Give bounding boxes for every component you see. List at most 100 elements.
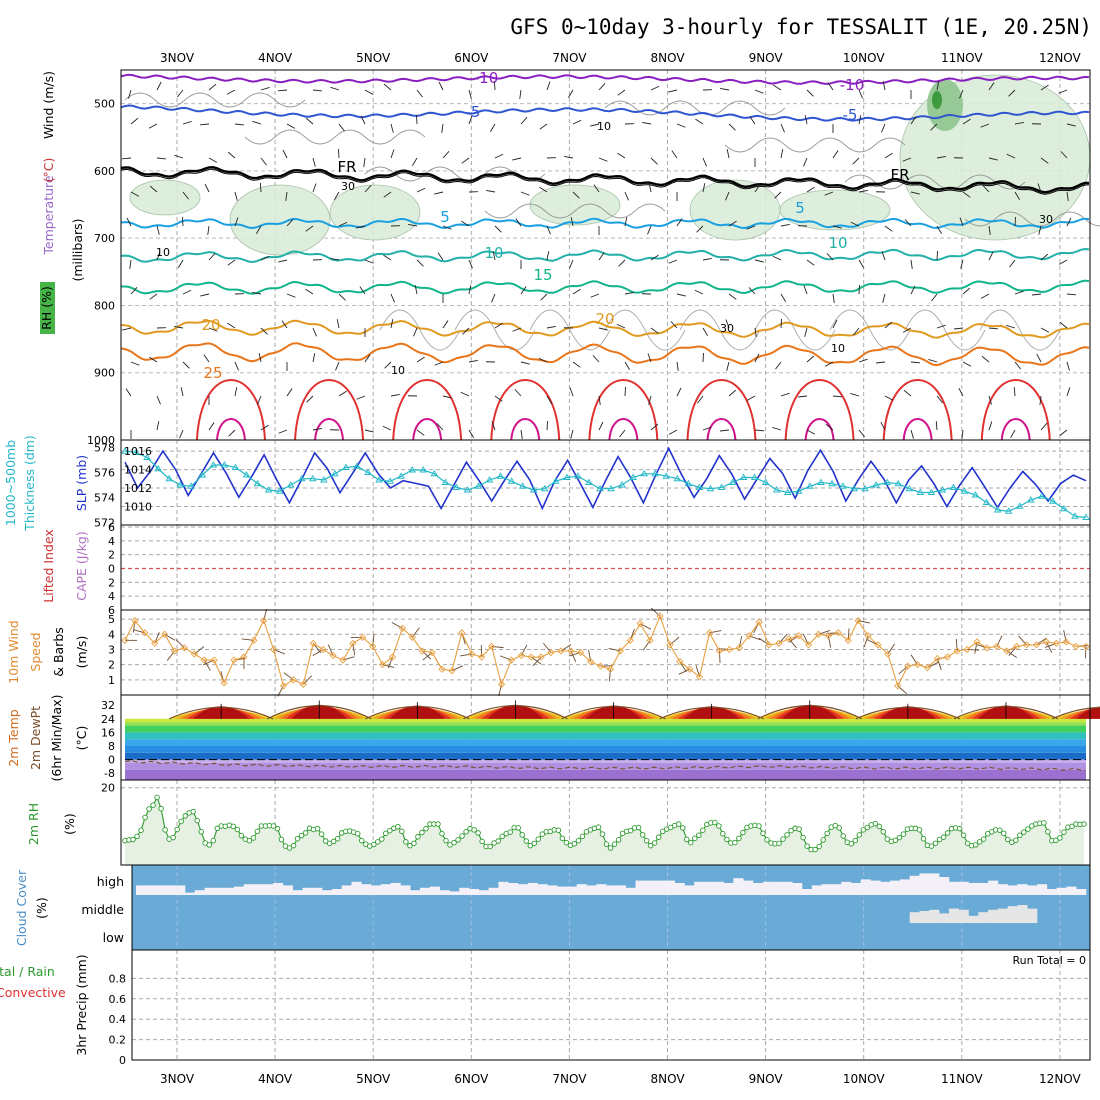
wind10-marker — [557, 647, 565, 655]
thickness-marker — [220, 461, 229, 468]
temp-color-band — [125, 722, 1086, 726]
slp-tick-label: 1010 — [124, 501, 152, 514]
rh2m-marker — [972, 842, 979, 848]
wind10-barb — [827, 635, 832, 648]
rh2m-marker — [692, 835, 698, 842]
wind10-marker — [527, 653, 535, 661]
wind-barb — [749, 116, 756, 125]
wind-barb — [980, 123, 990, 128]
wind10-barb — [955, 638, 958, 652]
contour-label: 25 — [203, 364, 222, 382]
precip-tick-label: 0 — [119, 1054, 126, 1067]
thickness-marker — [485, 476, 494, 483]
cloud-bar-high — [606, 885, 617, 895]
wind-barb — [415, 114, 418, 125]
wind-barb — [754, 327, 757, 337]
wind-barb — [156, 395, 161, 405]
date-label-top: 7NOV — [552, 51, 587, 65]
wind10-marker — [676, 657, 684, 666]
wind-barb — [234, 361, 239, 371]
wind10-marker — [834, 629, 842, 637]
cloud-bar-high — [899, 879, 910, 895]
rh2m-marker — [519, 832, 525, 838]
wind-barb — [858, 358, 868, 363]
wind-barb — [850, 221, 860, 227]
cloud-bar-high — [939, 877, 950, 895]
wind-barb — [182, 361, 190, 369]
rh-shade-core — [927, 79, 963, 131]
wind-barb — [281, 320, 288, 329]
thickness-marker — [308, 474, 317, 482]
wind-barb — [650, 327, 659, 334]
wind-barb — [884, 395, 894, 401]
temp-color-band — [125, 725, 1086, 733]
pressure-tick-label: 500 — [94, 98, 115, 111]
wind-barb — [702, 426, 712, 431]
wind10-marker — [755, 618, 763, 626]
rh2m-marker — [996, 827, 1003, 833]
rh2m-marker — [732, 839, 738, 846]
rh2m-marker — [796, 826, 802, 832]
wind-barb — [383, 83, 392, 91]
wind-barb — [726, 361, 730, 371]
rh2m-marker — [182, 813, 188, 819]
cloud-bar-high — [312, 887, 323, 895]
precip-tick-label: 0.8 — [109, 972, 127, 985]
precip-tick-label: 0.6 — [109, 993, 127, 1006]
wind-barb — [234, 217, 239, 227]
rh2m-marker — [515, 825, 521, 831]
temp-contour-35c — [314, 418, 345, 441]
wind-barb — [278, 429, 288, 434]
thickness-marker — [640, 469, 648, 477]
wind-barb — [1032, 293, 1042, 296]
axis-label-2m-temp: 2m Temp — [6, 709, 21, 766]
wind-barb — [954, 327, 964, 330]
wind-barb — [494, 153, 504, 159]
contour-label: FR — [337, 158, 356, 176]
wind10-marker — [785, 635, 793, 643]
thickness-marker — [209, 461, 218, 468]
thickness-tick-label: 576 — [94, 467, 115, 480]
axis-label-2m-dewpt: 2m DewPt — [28, 706, 43, 770]
wind-barb — [881, 123, 886, 133]
wind-barb — [546, 81, 551, 91]
wind-barb — [207, 225, 210, 235]
contour-label: 5 — [440, 208, 450, 226]
wind-barb — [468, 285, 472, 295]
wind-barb — [515, 218, 522, 227]
wind-barb — [616, 323, 626, 329]
thickness-marker — [121, 447, 129, 454]
wind-barb — [754, 353, 760, 363]
thickness-marker — [154, 464, 162, 472]
wind-barb — [853, 327, 860, 336]
wind-barb — [493, 80, 496, 91]
thickness-marker — [518, 482, 527, 489]
wind-barb — [1038, 225, 1042, 235]
wind-barb — [780, 293, 787, 302]
wind-barb — [148, 123, 158, 129]
cloud-bar-high — [469, 889, 480, 895]
date-label-bottom: 9NOV — [749, 1072, 784, 1086]
wind-barb — [468, 429, 475, 438]
rh2m-marker — [1005, 836, 1011, 843]
wind-barb — [642, 122, 652, 125]
cloud-bar-middle — [978, 912, 989, 923]
wind-barb — [1036, 353, 1042, 363]
wind-barb — [617, 89, 626, 96]
wind10-marker — [418, 647, 426, 655]
thickness-marker — [960, 487, 969, 494]
contour-label: 10 — [831, 342, 845, 355]
wind-barb — [234, 191, 238, 201]
rh2m-marker — [1025, 826, 1031, 832]
wind-barb — [227, 322, 236, 329]
wind10-marker — [904, 662, 912, 670]
rh2m-marker — [1000, 830, 1007, 837]
rh2m-marker — [190, 808, 196, 815]
contour-label: -10 — [474, 69, 499, 87]
wind-barb — [903, 389, 912, 397]
wind-barb — [512, 157, 522, 161]
rh2m-marker — [1041, 820, 1047, 826]
rh2m-marker — [712, 819, 718, 826]
wind-barb — [624, 217, 628, 227]
wind-barb — [434, 191, 444, 195]
